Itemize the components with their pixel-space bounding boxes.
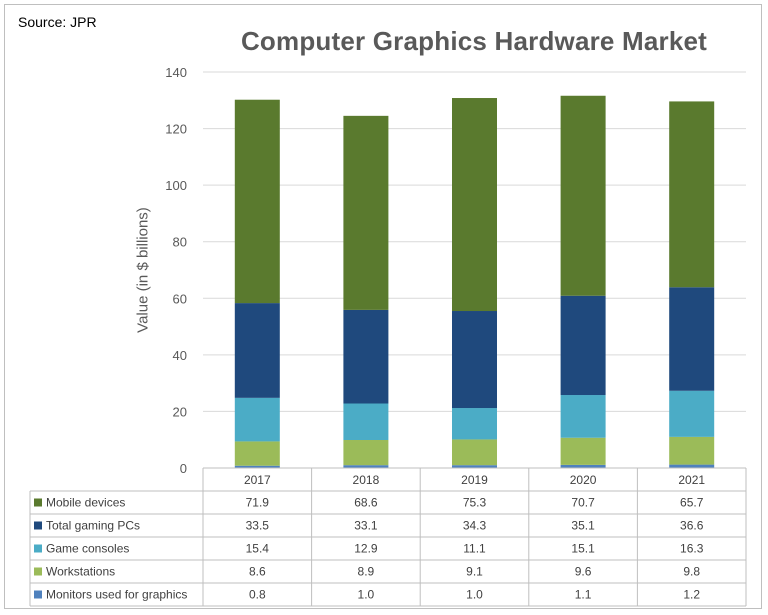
bar-segment-mobile-devices-2021 bbox=[669, 101, 715, 288]
data-label: 15.1 bbox=[571, 542, 595, 556]
data-label: 70.7 bbox=[571, 496, 595, 510]
bar-segment-game-consoles-2018 bbox=[343, 403, 389, 440]
bar-segment-mobile-devices-2017 bbox=[234, 99, 280, 304]
data-label: 34.3 bbox=[463, 519, 487, 533]
bar-segment-workstations-2018 bbox=[343, 439, 389, 466]
legend-key-workstations bbox=[34, 567, 42, 576]
data-label: 9.8 bbox=[683, 565, 700, 579]
data-label: 33.5 bbox=[246, 519, 270, 533]
y-tick-label: 20 bbox=[173, 404, 187, 419]
data-label: 11.1 bbox=[463, 542, 486, 556]
bar-segment-total-gaming-pcs-2019 bbox=[452, 311, 497, 409]
legend-label: Game consoles bbox=[46, 542, 129, 556]
y-tick-label: 140 bbox=[165, 65, 187, 80]
y-tick-label: 60 bbox=[173, 291, 187, 306]
data-label: 12.9 bbox=[354, 542, 378, 556]
data-label: 75.3 bbox=[463, 496, 487, 510]
bar-segment-monitors-used-for-graphics-2017 bbox=[234, 465, 280, 468]
data-label: 9.6 bbox=[575, 565, 592, 579]
legend-key-total-gaming-pcs bbox=[34, 521, 42, 530]
bar-segment-monitors-used-for-graphics-2021 bbox=[669, 464, 715, 468]
bar-segment-workstations-2020 bbox=[560, 437, 606, 465]
y-tick-label: 120 bbox=[165, 122, 187, 137]
bar-segment-monitors-used-for-graphics-2018 bbox=[343, 465, 389, 468]
data-label: 8.9 bbox=[358, 565, 375, 579]
bar-segment-monitors-used-for-graphics-2020 bbox=[560, 464, 606, 468]
legend-key-monitors-used-for-graphics bbox=[34, 590, 42, 599]
data-label: 65.7 bbox=[680, 496, 704, 510]
bar-segment-game-consoles-2017 bbox=[234, 397, 280, 442]
data-label: 68.6 bbox=[354, 496, 378, 510]
x-tick-label: 2021 bbox=[678, 473, 705, 487]
bar-segment-workstations-2017 bbox=[234, 441, 280, 466]
y-tick-label: 40 bbox=[173, 348, 187, 363]
data-label: 35.1 bbox=[571, 519, 595, 533]
bar-segment-monitors-used-for-graphics-2019 bbox=[452, 465, 497, 468]
y-tick-label: 100 bbox=[165, 178, 187, 193]
y-tick-label: 0 bbox=[180, 461, 187, 476]
x-tick-label: 2017 bbox=[244, 473, 271, 487]
x-tick-label: 2019 bbox=[461, 473, 488, 487]
y-tick-label: 80 bbox=[173, 235, 187, 250]
bar-segment-total-gaming-pcs-2021 bbox=[669, 287, 715, 391]
data-label: 36.6 bbox=[680, 519, 704, 533]
data-label: 1.0 bbox=[466, 588, 483, 602]
bar-segment-total-gaming-pcs-2018 bbox=[343, 309, 389, 404]
bar-segment-mobile-devices-2018 bbox=[343, 115, 389, 310]
legend-key-mobile-devices bbox=[34, 498, 42, 507]
x-tick-label: 2020 bbox=[570, 473, 597, 487]
source-label: Source: JPR bbox=[18, 14, 97, 30]
bar-segment-game-consoles-2021 bbox=[669, 390, 715, 437]
bar-segment-workstations-2021 bbox=[669, 436, 715, 465]
bar-segment-game-consoles-2020 bbox=[560, 395, 606, 438]
legend-label: Total gaming PCs bbox=[46, 519, 140, 533]
data-label: 8.6 bbox=[249, 565, 266, 579]
bar-segment-game-consoles-2019 bbox=[452, 408, 497, 440]
legend-label: Mobile devices bbox=[46, 496, 125, 510]
data-label: 9.1 bbox=[466, 565, 483, 579]
bar-segment-total-gaming-pcs-2020 bbox=[560, 295, 606, 396]
legend-label: Monitors used for graphics bbox=[46, 588, 187, 602]
data-label: 71.9 bbox=[246, 496, 270, 510]
data-label: 16.3 bbox=[680, 542, 704, 556]
bar-segment-workstations-2019 bbox=[452, 439, 497, 466]
data-label: 33.1 bbox=[354, 519, 378, 533]
x-tick-label: 2018 bbox=[353, 473, 380, 487]
bar-segment-mobile-devices-2019 bbox=[452, 98, 497, 312]
data-label: 1.1 bbox=[575, 588, 592, 602]
bar-segment-total-gaming-pcs-2017 bbox=[234, 303, 280, 398]
data-label: 1.2 bbox=[683, 588, 700, 602]
chart-title: Computer Graphics Hardware Market bbox=[240, 26, 708, 56]
legend-label: Workstations bbox=[46, 565, 115, 579]
data-label: 15.4 bbox=[246, 542, 270, 556]
data-label: 1.0 bbox=[358, 588, 375, 602]
data-label: 0.8 bbox=[249, 588, 266, 602]
legend-key-game-consoles bbox=[34, 544, 42, 553]
bar-segment-mobile-devices-2020 bbox=[560, 95, 606, 296]
